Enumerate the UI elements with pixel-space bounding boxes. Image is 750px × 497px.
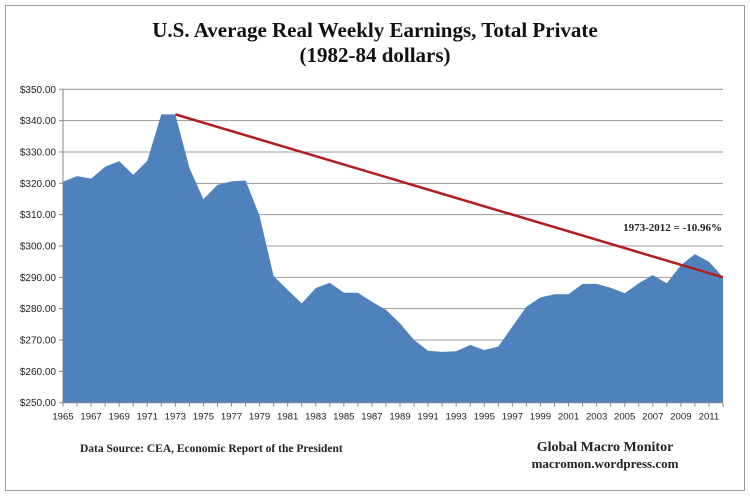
x-tick-label: 2009 — [670, 412, 691, 423]
x-tick-label: 1989 — [389, 412, 410, 423]
trend — [174, 113, 724, 279]
x-tick-label: 1977 — [221, 412, 242, 423]
x-tick-label: 1979 — [249, 412, 270, 423]
x-tick-label: 1995 — [474, 412, 495, 423]
x-tick-label: 1993 — [446, 412, 467, 423]
trend-annotation: 1973-2012 = -10.96% — [623, 222, 722, 234]
y-tick-label: $270.00 — [20, 336, 57, 347]
y-tick-label: $250.00 — [20, 398, 57, 409]
series-area — [62, 114, 724, 403]
y-tick-label: $350.00 — [20, 85, 57, 96]
x-tick-label: 2011 — [699, 412, 720, 423]
y-tick-label: $330.00 — [20, 147, 57, 158]
trend-line — [174, 113, 724, 279]
x-tick-label: 1967 — [80, 412, 101, 423]
x-tick-label: 1975 — [193, 412, 214, 423]
x-tick-label: 1983 — [305, 412, 326, 423]
x-tick-label: 1969 — [108, 412, 129, 423]
x-tick-label: 1991 — [417, 412, 438, 423]
x-tick-label: 2001 — [558, 412, 579, 423]
x-tick-label: 2007 — [642, 412, 663, 423]
y-tick-label: $300.00 — [20, 242, 57, 253]
x-tick-label: 2005 — [614, 412, 635, 423]
y-tick-label: $260.00 — [20, 367, 57, 378]
y-tick-label: $280.00 — [20, 304, 57, 315]
y-tick-label: $310.00 — [20, 210, 57, 221]
data-source: Data Source: CEA, Economic Report of the… — [80, 443, 343, 455]
brand-name: Global Macro Monitor — [537, 440, 674, 455]
x-tick-label: 2003 — [586, 412, 607, 423]
x-tick-label: 1999 — [530, 412, 551, 423]
x-axis: 1965 1967 1969 1971 1973 1975 1977 1979 1981 1983… — [52, 402, 724, 423]
x-tick-label: 1973 — [165, 412, 186, 423]
y-tick-label: $320.00 — [20, 179, 57, 190]
x-tick-label: 1987 — [361, 412, 382, 423]
y-tick-label: $290.00 — [20, 273, 57, 284]
chart-title: U.S. Average Real Weekly Earnings, Total… — [152, 18, 597, 42]
x-tick-label: 1981 — [277, 412, 298, 423]
chart-subtitle: (1982-84 dollars) — [299, 43, 450, 67]
x-tick-label: 1965 — [52, 412, 73, 423]
x-tick-label: 1997 — [502, 412, 523, 423]
area-fill — [63, 114, 723, 403]
y-tick-label: $340.00 — [20, 116, 57, 127]
x-tick-label: 1985 — [333, 412, 354, 423]
brand-url: macromon.wordpress.com — [532, 456, 679, 471]
x-tick-label: 1971 — [137, 412, 158, 423]
